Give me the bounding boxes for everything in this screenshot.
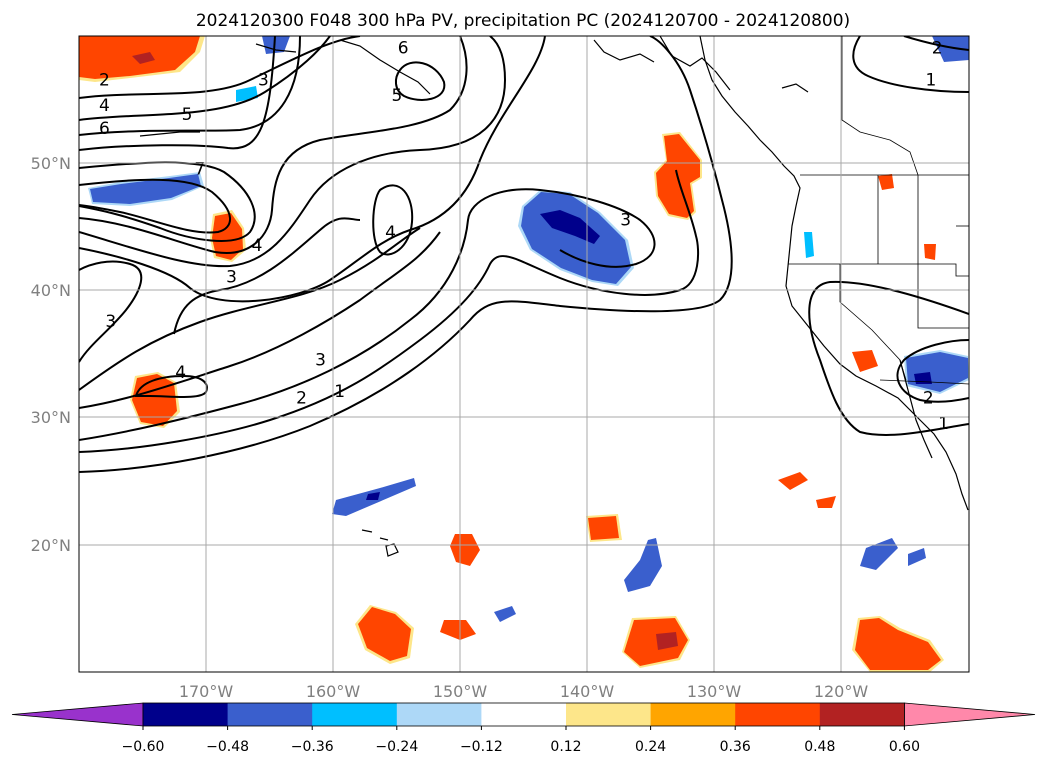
lat-tick-labels: 50°N 40°N 30°N 20°N	[31, 154, 71, 555]
gridlines	[79, 36, 969, 672]
chart-title: 2024120300 F048 300 hPa PV, precipitatio…	[196, 11, 850, 31]
lat-tick-label: 50°N	[31, 154, 71, 173]
colorbar-bin	[396, 703, 482, 726]
colorbar-bin	[566, 703, 652, 726]
colorbar-tick-label: −0.48	[206, 739, 249, 755]
precip-positive-7	[355, 605, 414, 664]
precip-positive-8	[440, 620, 476, 640]
colorbar-tick-label: 0.12	[550, 739, 581, 755]
contour-label: 1	[925, 71, 936, 91]
colorbar: −0.60 −0.48 −0.36 −0.24 −0.12 0.12 0.24 0.36 0.4…	[11, 702, 1036, 755]
colorbar-tick-label: 0.36	[720, 739, 751, 755]
pv-contours	[79, 36, 969, 473]
colorbar-tick-label: −0.36	[291, 739, 334, 755]
contour-label: 4	[385, 223, 396, 243]
contour-label: 7	[194, 160, 205, 180]
colorbar-bin	[481, 703, 567, 726]
contour-label: 2	[99, 71, 110, 91]
colorbar-bin	[819, 703, 905, 726]
lon-tick-label: 170°W	[179, 682, 234, 701]
precip-positive-1	[79, 36, 205, 82]
lon-tick-label: 120°W	[814, 682, 869, 701]
lat-tick-label: 40°N	[31, 281, 71, 300]
colorbar-tick-label: −0.24	[375, 739, 418, 755]
precip-negative-6	[236, 36, 969, 622]
contour-label: 3	[315, 350, 326, 370]
colorbar-tick-label: 0.24	[635, 739, 666, 755]
colorbar-tick-label: 0.60	[889, 739, 920, 755]
contour-label: 6	[99, 119, 110, 139]
contour-label: 4	[99, 96, 110, 116]
contour-label: 6	[398, 39, 409, 59]
contour-label: 4	[252, 236, 263, 256]
contour-label: 1	[334, 382, 345, 402]
contour-label: 5	[391, 86, 402, 106]
contour-label: 2	[923, 389, 934, 409]
colorbar-frame	[142, 702, 905, 727]
precip-positive-11	[778, 174, 936, 508]
map-frame	[78, 35, 970, 673]
lon-tick-label: 160°W	[306, 682, 361, 701]
colorbar-bin	[143, 703, 229, 726]
contour-label: 4	[175, 363, 186, 383]
contour-label: 2	[932, 39, 943, 59]
lon-tick-label: 150°W	[433, 682, 488, 701]
lon-tick-label: 140°W	[560, 682, 615, 701]
precip-positive-10	[852, 616, 944, 672]
precip-positive-5	[586, 514, 622, 542]
colorbar-bin	[227, 703, 313, 726]
contour-label: 1	[938, 414, 949, 434]
colorbar-tick-label: 0.48	[804, 739, 835, 755]
contour-label: 2	[296, 389, 307, 409]
precip-positive-6	[450, 534, 480, 566]
colorbar-tick-label: −0.60	[122, 739, 165, 755]
precip-negative-4	[332, 478, 416, 516]
precip-positive-9	[622, 616, 690, 668]
precip-negative-1	[518, 190, 634, 286]
lon-tick-label: 130°W	[687, 682, 742, 701]
colorbar-bin	[312, 703, 398, 726]
contour-label: 3	[258, 71, 269, 91]
colorbar-extend-low	[11, 702, 144, 727]
contour-label: 3	[226, 268, 237, 288]
precip-positive-2	[210, 210, 246, 262]
lon-tick-labels: 170°W 160°W 150°W 140°W 130°W 120°W	[179, 682, 869, 701]
colorbar-extend-high	[904, 702, 1036, 727]
colorbar-bin	[735, 703, 821, 726]
lat-tick-label: 30°N	[31, 408, 71, 427]
precip-negative-5	[624, 538, 662, 592]
colorbar-tick-label: −0.12	[460, 739, 503, 755]
contour-label: 3	[105, 312, 116, 332]
contour-label: 3	[620, 210, 631, 230]
contour-label: 5	[182, 105, 193, 125]
lat-tick-label: 20°N	[31, 536, 71, 555]
colorbar-bin	[650, 703, 736, 726]
borders	[788, 36, 969, 385]
